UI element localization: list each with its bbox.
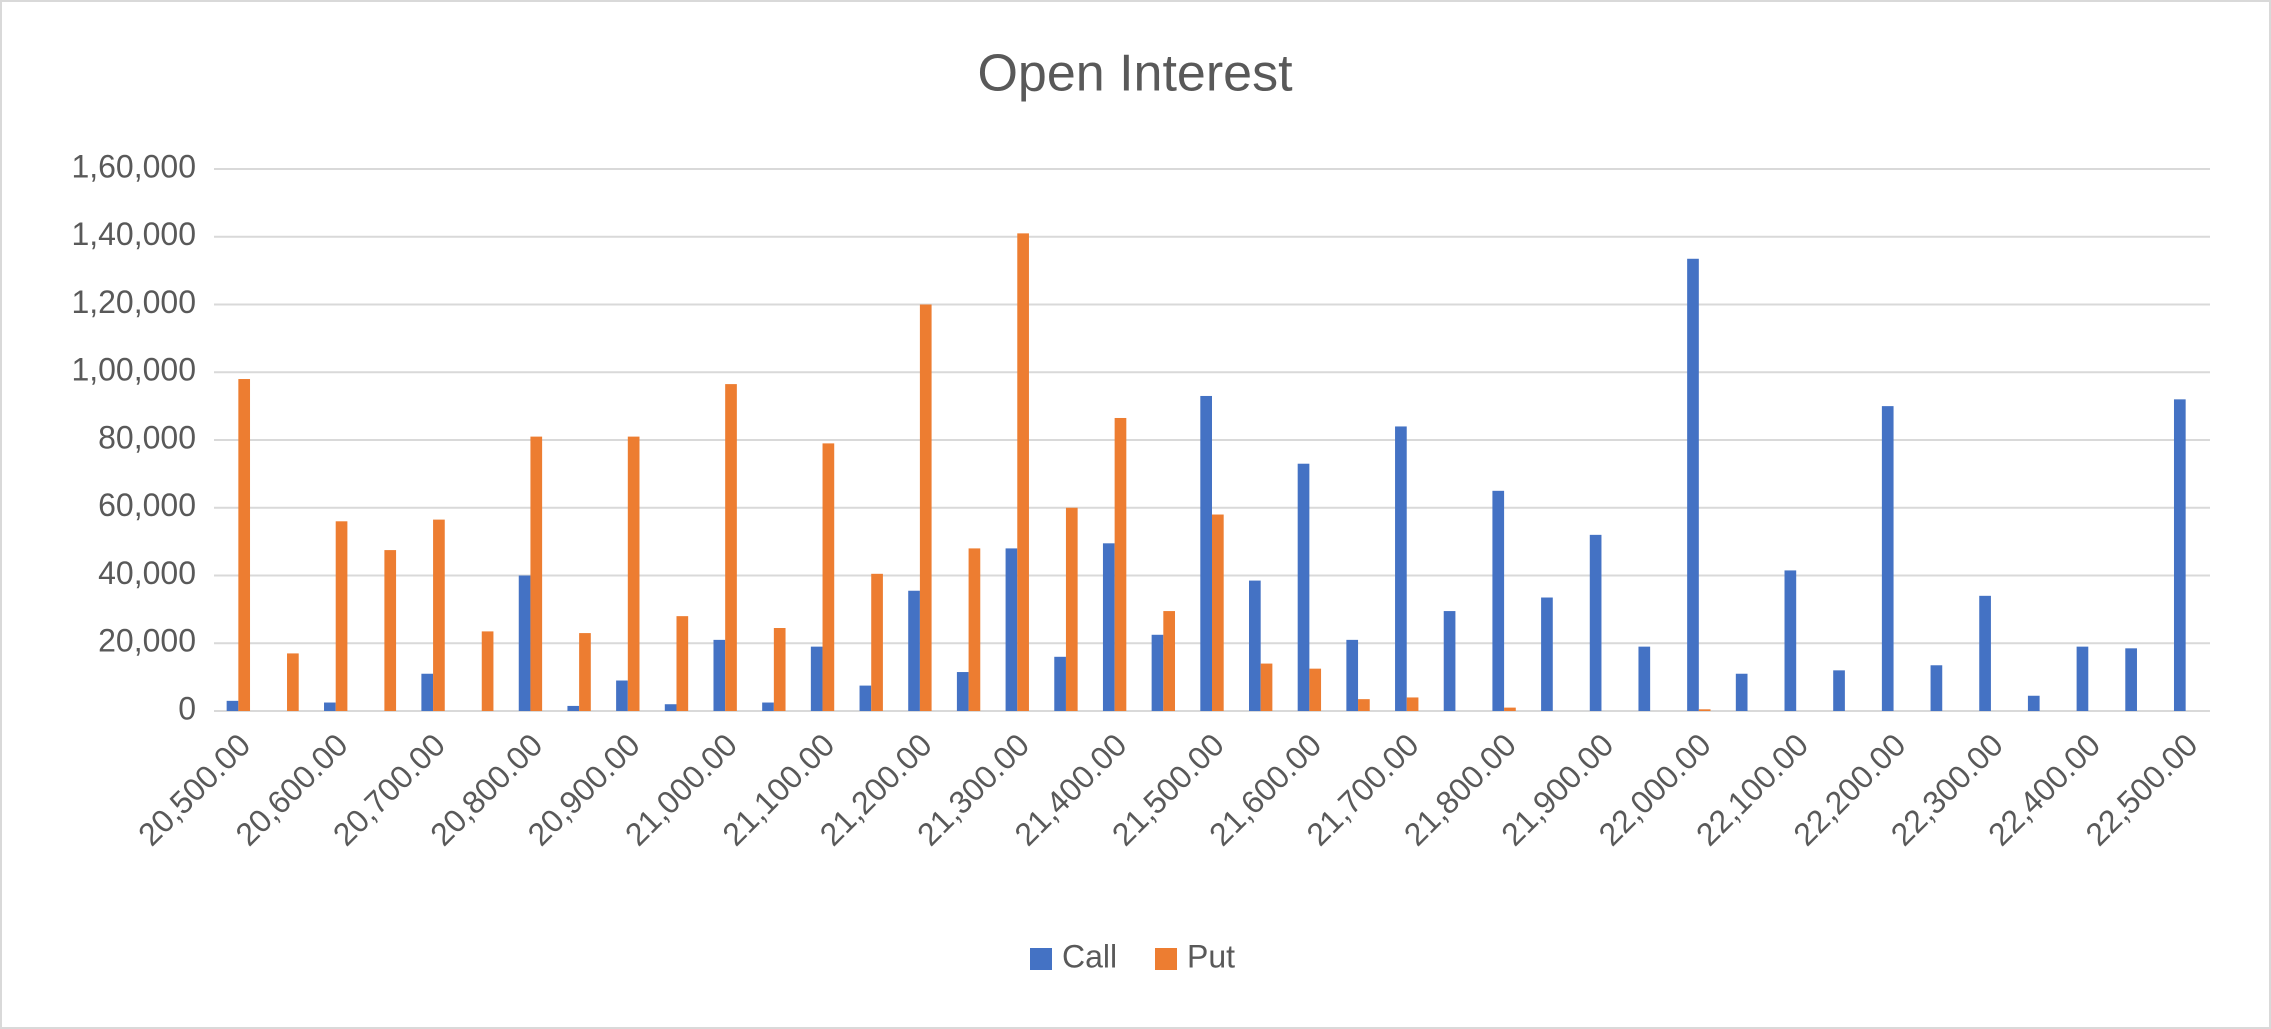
bar [238, 379, 251, 711]
bar [1881, 406, 1894, 711]
bar [1102, 543, 1115, 711]
bar [1687, 258, 1699, 711]
bar [1698, 709, 1711, 711]
bar [616, 680, 628, 711]
bar [1589, 534, 1602, 711]
bar [567, 705, 580, 711]
bar [1979, 595, 1991, 711]
bar [384, 550, 397, 711]
bar [287, 653, 299, 711]
bar [676, 616, 689, 711]
bar [1200, 395, 1212, 711]
bar [1017, 233, 1029, 712]
bar [1248, 580, 1261, 711]
bar [1005, 548, 1018, 711]
bar [773, 628, 786, 711]
y-tick-label: 80,000 [98, 419, 196, 455]
bar [530, 436, 543, 711]
legend-label: Put [1187, 938, 1235, 974]
y-tick-label: 60,000 [98, 487, 196, 523]
bar [226, 700, 239, 711]
bar [1065, 507, 1078, 711]
legend-label: Call [1062, 938, 1117, 974]
bar [664, 704, 677, 711]
y-tick-label: 1,40,000 [71, 216, 196, 252]
y-tick-label: 0 [178, 690, 196, 726]
bar [1492, 490, 1505, 711]
bar [762, 702, 774, 711]
bar [1504, 707, 1516, 711]
bar [1114, 417, 1127, 711]
legend-swatch [1155, 948, 1177, 970]
bar [1309, 668, 1322, 711]
bar [2173, 399, 2186, 711]
bar [968, 548, 981, 711]
bar [324, 702, 336, 711]
bar [810, 646, 823, 711]
bar [919, 304, 932, 711]
bar [1638, 646, 1651, 711]
bar [335, 521, 348, 711]
bar [579, 633, 591, 711]
y-tick-label: 20,000 [98, 623, 196, 659]
bar [908, 590, 920, 711]
bar [2027, 695, 2040, 711]
y-tick-label: 1,00,000 [71, 352, 196, 388]
bar [1358, 699, 1370, 711]
bar [2125, 648, 2137, 711]
bar [1541, 597, 1553, 711]
bar [1784, 570, 1797, 711]
bar [1297, 463, 1310, 711]
bar [421, 673, 434, 711]
bar [1406, 697, 1419, 711]
bar [518, 575, 531, 711]
legend-swatch [1030, 948, 1052, 970]
bar [1151, 634, 1164, 711]
bar [433, 519, 445, 711]
chart-title: Open Interest [977, 45, 1293, 103]
y-tick-label: 1,20,000 [71, 284, 196, 320]
bar [871, 573, 883, 711]
bar [481, 631, 494, 711]
bar [859, 685, 872, 711]
bar [1163, 611, 1176, 711]
bar [1212, 514, 1224, 711]
y-tick-label: 1,60,000 [71, 148, 196, 184]
bar [627, 436, 640, 711]
bar [956, 672, 969, 711]
bar [1443, 611, 1456, 711]
bar [1260, 663, 1273, 711]
bar [1395, 426, 1407, 711]
bar [713, 639, 726, 711]
bar [1346, 639, 1359, 711]
bar [725, 384, 737, 711]
y-tick-label: 40,000 [98, 555, 196, 591]
bar [1930, 665, 1943, 711]
bar [1054, 656, 1066, 711]
bar [1735, 673, 1748, 711]
bar [822, 443, 835, 711]
bar [2076, 646, 2089, 711]
bar [1833, 670, 1845, 711]
